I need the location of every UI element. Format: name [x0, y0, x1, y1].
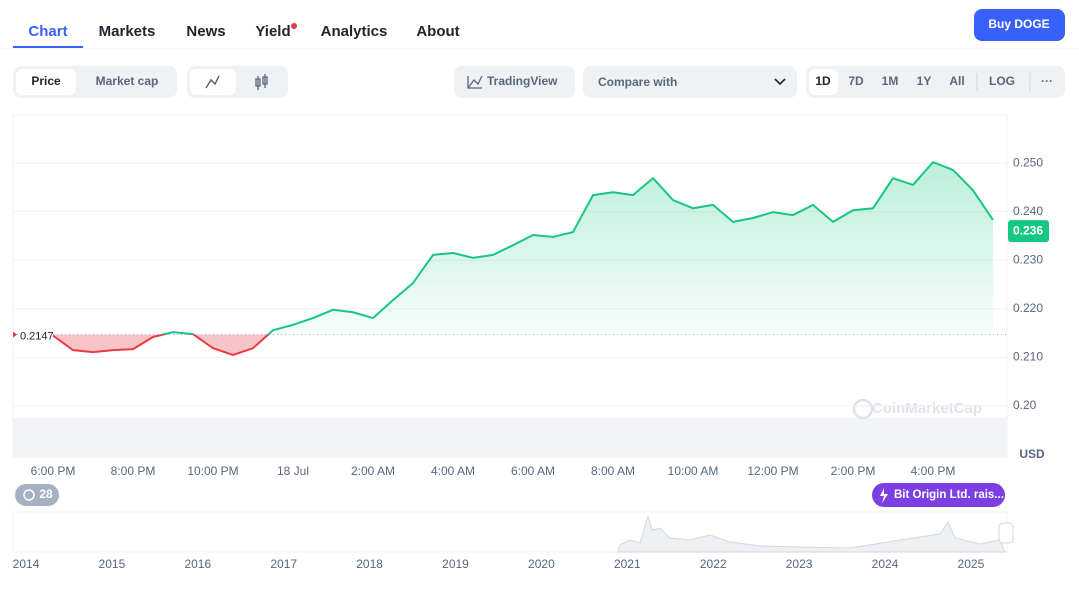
- navigator-history: [617, 514, 1006, 553]
- range-button[interactable]: 1Y: [917, 74, 932, 88]
- tab[interactable]: Markets: [99, 23, 156, 40]
- y-tick-label: 0.250: [1013, 155, 1043, 169]
- y-tick-label: 0.210: [1013, 350, 1043, 364]
- bolt-icon: [880, 488, 888, 503]
- baseline-label: 0.2147: [20, 330, 54, 342]
- year-label: 2023: [786, 557, 813, 571]
- toggle-active: [16, 69, 76, 95]
- x-tick-label: 2:00 AM: [351, 464, 395, 478]
- x-tick-label: 6:00 PM: [31, 464, 76, 478]
- price-line: [52, 161, 994, 356]
- x-tick-label: 4:00 AM: [431, 464, 475, 478]
- range-active: [809, 69, 838, 95]
- x-tick-label: 6:00 AM: [511, 464, 555, 478]
- last-price-tag: [1008, 220, 1049, 243]
- clock-icon: [23, 489, 35, 501]
- range-button[interactable]: All: [949, 74, 964, 88]
- watermark: CoinMarketCap: [872, 400, 982, 417]
- baseline-marker: [13, 331, 17, 338]
- new-dot: [291, 23, 297, 29]
- y-tick-label: 0.240: [1013, 204, 1043, 218]
- x-tick-label: 12:00 PM: [747, 464, 798, 478]
- tab[interactable]: News: [186, 23, 225, 40]
- range-button[interactable]: 1M: [882, 74, 899, 88]
- year-label: 2021: [614, 557, 641, 571]
- year-label: 2016: [184, 557, 211, 571]
- watermark-logo: [852, 398, 874, 420]
- year-label: 2024: [872, 557, 899, 571]
- tradingview-button[interactable]: TradingView: [487, 74, 558, 88]
- y-unit: USD: [1019, 447, 1045, 461]
- range-group: [806, 66, 1065, 98]
- navigator-frame: [12, 511, 1008, 553]
- toggle[interactable]: Price: [31, 74, 61, 88]
- x-tick-label: 2:00 PM: [831, 464, 876, 478]
- x-tick-label: 8:00 PM: [111, 464, 156, 478]
- y-tick-label: 0.20: [1013, 398, 1037, 412]
- volume-band: [13, 418, 1007, 457]
- news-text[interactable]: Bit Origin Ltd. rais...: [894, 489, 1004, 501]
- tab-bar: Chart Markets News Yield Analytics About: [0, 23, 1079, 50]
- year-label: 2015: [99, 557, 126, 571]
- x-tick-label: 18 Jul: [277, 464, 309, 478]
- year-label: 2014: [13, 557, 40, 571]
- last-price-label: 0.236: [1013, 223, 1043, 237]
- x-tick-label: 8:00 AM: [591, 464, 635, 478]
- news-pill[interactable]: [872, 483, 1005, 507]
- candle-icon[interactable]: [255, 74, 268, 90]
- navigator-handle[interactable]: [998, 522, 1014, 544]
- year-label: 2019: [442, 557, 469, 571]
- compare-bg[interactable]: [583, 66, 797, 98]
- buy-button-bg[interactable]: [974, 9, 1065, 41]
- y-tick-label: 0.230: [1013, 252, 1043, 266]
- tab-underline: [13, 46, 83, 48]
- year-label: 2022: [700, 557, 727, 571]
- range-button[interactable]: ···: [1041, 74, 1053, 88]
- events-count: 28: [39, 487, 53, 501]
- compare-select[interactable]: Compare with: [598, 75, 677, 89]
- events-badge[interactable]: [15, 484, 59, 506]
- tab[interactable]: Chart: [28, 23, 67, 40]
- line-icon[interactable]: [205, 75, 220, 89]
- range-button[interactable]: 1D: [815, 74, 831, 88]
- tab[interactable]: Analytics: [321, 23, 388, 40]
- x-tick-label: 10:00 PM: [187, 464, 238, 478]
- tv-icon: [467, 75, 483, 89]
- year-label: 2018: [356, 557, 383, 571]
- buy-button[interactable]: Buy DOGE: [988, 17, 1049, 31]
- price-area: [53, 162, 993, 355]
- toggle[interactable]: Market cap: [96, 74, 159, 88]
- tradingview-bg[interactable]: [454, 66, 575, 98]
- x-tick-label: 10:00 AM: [668, 464, 719, 478]
- tab[interactable]: About: [416, 23, 459, 40]
- tab[interactable]: Yield: [255, 23, 290, 40]
- range-button[interactable]: LOG: [989, 74, 1015, 88]
- y-tick-label: 0.220: [1013, 301, 1043, 315]
- range-button[interactable]: 7D: [848, 74, 864, 88]
- year-label: 2020: [528, 557, 555, 571]
- x-tick-label: 4:00 PM: [911, 464, 956, 478]
- year-label: 2025: [958, 557, 985, 571]
- year-label: 2017: [270, 557, 297, 571]
- chevron: [774, 78, 786, 86]
